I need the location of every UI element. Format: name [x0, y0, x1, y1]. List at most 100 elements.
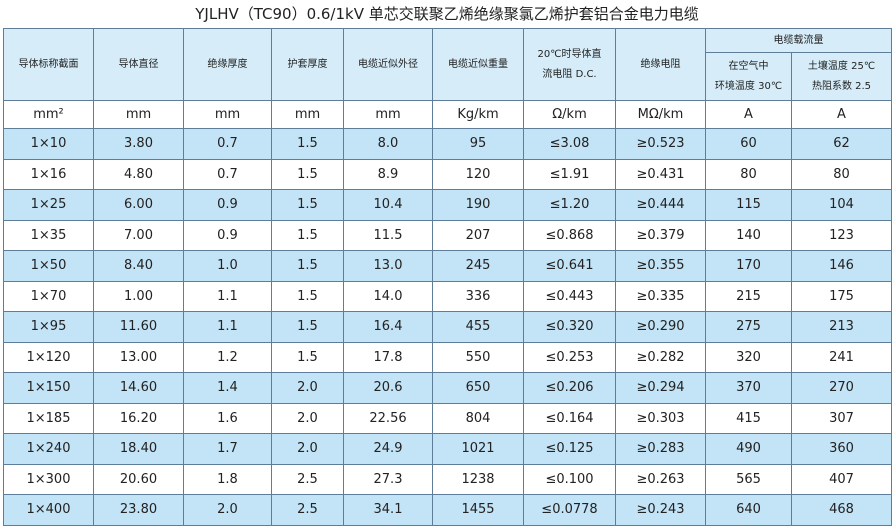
header-line: 流电阻 D.C. — [542, 68, 597, 80]
unit-cell: mm — [271, 100, 344, 129]
data-cell: 8.9 — [343, 158, 433, 190]
data-cell: ≤0.100 — [523, 463, 616, 495]
data-cell: 1×300 — [3, 463, 94, 495]
header-cell: 导体直径 — [93, 28, 184, 101]
data-cell: 11.60 — [93, 311, 184, 343]
header-line: 导体直径 — [118, 58, 159, 70]
data-cell: 2.0 — [271, 372, 344, 404]
data-cell: 1.00 — [93, 280, 184, 312]
data-cell: 320 — [705, 341, 792, 373]
data-cell: 95 — [432, 128, 524, 160]
data-cell: 1×35 — [3, 219, 94, 251]
header-cell: 导体标称截面 — [3, 28, 94, 101]
data-cell: 275 — [705, 311, 792, 343]
header-cell: 20℃时导体直 流电阻 D.C. — [523, 28, 616, 101]
header-line: 电缆近似重量 — [448, 58, 508, 70]
data-cell: ≤0.0778 — [523, 494, 616, 526]
data-cell: ≥0.282 — [615, 341, 706, 373]
units-row: mm² mm mm mm mm Kg/km Ω/km MΩ/km A A — [3, 100, 892, 129]
data-cell: 0.7 — [183, 158, 272, 190]
data-cell: 1×240 — [3, 433, 94, 465]
header-line: 土壤温度 25℃ — [807, 60, 876, 72]
data-cell: 62 — [791, 128, 892, 160]
data-cell: 1×120 — [3, 341, 94, 373]
data-cell: 146 — [791, 250, 892, 282]
data-cell: 1×95 — [3, 311, 94, 343]
header-row: 在空气中 环境温度 30℃ 土壤温度 25℃ 热阻系数 2.5 — [4, 52, 892, 101]
data-row: 1×95 11.60 1.1 1.5 16.4 455 ≤0.320 ≥0.290 275 213 — [3, 311, 892, 343]
data-cell: 1238 — [432, 463, 524, 495]
data-cell: 1×10 — [3, 128, 94, 160]
data-cell: 140 — [705, 219, 792, 251]
header-line: 环境温度 30℃ — [714, 80, 783, 92]
unit-cell: A — [791, 100, 892, 129]
data-cell: 175 — [791, 280, 892, 312]
data-cell: 468 — [791, 494, 892, 526]
data-row: 1×16 4.80 0.7 1.5 8.9 120 ≤1.91 ≥0.431 80 80 — [3, 158, 892, 190]
data-cell: 1.5 — [271, 311, 344, 343]
header-subcell: 在空气中 环境温度 30℃ — [705, 52, 792, 101]
data-cell: ≥0.283 — [615, 433, 706, 465]
data-cell: ≥0.303 — [615, 402, 706, 434]
data-cell: ≥0.444 — [615, 189, 706, 221]
data-cell: ≤0.641 — [523, 250, 616, 282]
unit-cell: Ω/km — [523, 100, 616, 129]
data-cell: 650 — [432, 372, 524, 404]
data-cell: 1.5 — [271, 128, 344, 160]
data-cell: 2.0 — [271, 433, 344, 465]
data-cell: ≤3.08 — [523, 128, 616, 160]
header-cell: 护套厚度 — [271, 28, 344, 101]
data-cell: 1.5 — [271, 219, 344, 251]
header-row: 导体标称截面 导体直径 绝缘厚度 护套厚度 电缆近似外径 电缆近似重量 20℃时导体直 流电阻… — [3, 28, 892, 101]
data-cell: ≤0.320 — [523, 311, 616, 343]
data-cell: ≤1.20 — [523, 189, 616, 221]
data-cell: ≥0.290 — [615, 311, 706, 343]
data-cell: 1.5 — [271, 189, 344, 221]
data-cell: 80 — [791, 158, 892, 190]
data-cell: ≥0.243 — [615, 494, 706, 526]
table-title: YJLHV（TC90）0.6/1kV 单芯交联聚乙烯绝缘聚氯乙烯护套铝合金电力电… — [195, 5, 699, 23]
data-cell: 20.60 — [93, 463, 184, 495]
data-cell: 407 — [791, 463, 892, 495]
data-cell: 213 — [791, 311, 892, 343]
data-cell: 2.0 — [271, 402, 344, 434]
data-cell: 13.00 — [93, 341, 184, 373]
data-cell: ≥0.355 — [615, 250, 706, 282]
data-cell: 565 — [705, 463, 792, 495]
data-cell: 8.40 — [93, 250, 184, 282]
header-cell: 绝缘电阻 — [615, 28, 706, 101]
data-cell: 455 — [432, 311, 524, 343]
data-cell: 14.60 — [93, 372, 184, 404]
data-cell: 1×25 — [3, 189, 94, 221]
data-cell: 115 — [705, 189, 792, 221]
data-cell: 1021 — [432, 433, 524, 465]
header-line: 20℃时导体直 — [537, 48, 602, 60]
header-cell: 电缆近似重量 — [432, 28, 524, 101]
data-row: 1×10 3.80 0.7 1.5 8.0 95 ≤3.08 ≥0.523 60 62 — [3, 128, 892, 160]
data-cell: 27.3 — [343, 463, 433, 495]
data-cell: 11.5 — [343, 219, 433, 251]
data-cell: 1.5 — [271, 280, 344, 312]
unit-cell: MΩ/km — [615, 100, 706, 129]
data-cell: 1.1 — [183, 280, 272, 312]
data-cell: 804 — [432, 402, 524, 434]
spec-table: 导体标称截面 导体直径 绝缘厚度 护套厚度 电缆近似外径 电缆近似重量 20℃时导体直 流电阻… — [3, 28, 892, 526]
data-row: 1×400 23.80 2.0 2.5 34.1 1455 ≤0.0778 ≥0.243 640… — [3, 494, 892, 526]
data-cell: 415 — [705, 402, 792, 434]
data-cell: 60 — [705, 128, 792, 160]
data-cell: 1.6 — [183, 402, 272, 434]
data-cell: 17.8 — [343, 341, 433, 373]
data-cell: 23.80 — [93, 494, 184, 526]
data-cell: ≥0.335 — [615, 280, 706, 312]
unit-cell: A — [705, 100, 792, 129]
data-cell: 360 — [791, 433, 892, 465]
header-line: 导体标称截面 — [18, 58, 79, 70]
data-cell: ≥0.263 — [615, 463, 706, 495]
data-row: 1×120 13.00 1.2 1.5 17.8 550 ≤0.253 ≥0.282 320 24… — [3, 341, 892, 373]
unit-cell: mm — [183, 100, 272, 129]
unit-cell: mm — [343, 100, 433, 129]
data-cell: 7.00 — [93, 219, 184, 251]
data-row: 1×185 16.20 1.6 2.0 22.56 804 ≤0.164 ≥0.303 415 3… — [3, 402, 892, 434]
data-cell: 20.6 — [343, 372, 433, 404]
header-line: 护套厚度 — [287, 58, 328, 70]
